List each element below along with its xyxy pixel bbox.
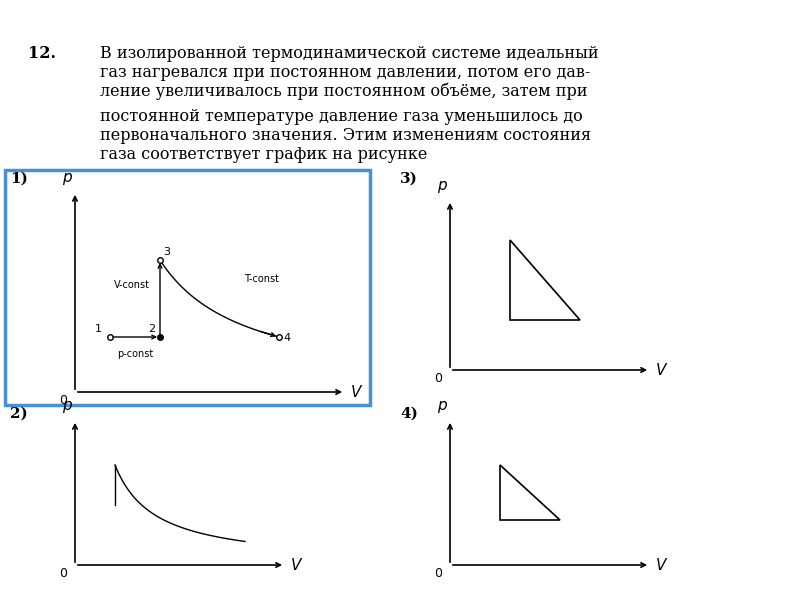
Bar [5,170,370,405]
Text: 0: 0 [59,394,67,407]
Text: p-const: p-const [117,349,153,359]
Text: $V$: $V$ [655,557,668,573]
Text: $V$: $V$ [290,557,303,573]
Text: 0: 0 [59,567,67,580]
Text: 3): 3) [400,172,418,186]
Text: 2): 2) [10,407,28,421]
Text: $V$: $V$ [655,362,668,378]
Text: 0: 0 [434,567,442,580]
Text: 1): 1) [10,172,28,186]
Text: $p$: $p$ [437,179,448,195]
Text: $p$: $p$ [62,399,73,415]
Text: первоначального значения. Этим изменениям состояния: первоначального значения. Этим изменения… [100,127,591,144]
Text: T-const: T-const [244,274,279,283]
Text: В изолированной термодинамической системе идеальный: В изолированной термодинамической систем… [100,45,598,62]
Text: постоянной температуре давление газа уменьшилось до: постоянной температуре давление газа уме… [100,108,582,125]
Text: ление увеличивалось при постоянном объёме, затем при: ление увеличивалось при постоянном объём… [100,83,587,100]
Text: 12.: 12. [28,45,56,62]
Text: V-const: V-const [114,280,150,290]
Text: газ нагревался при постоянном давлении, потом его дав-: газ нагревался при постоянном давлении, … [100,64,590,81]
Text: 0: 0 [434,372,442,385]
Text: $p$: $p$ [62,171,73,187]
Text: 4): 4) [400,407,418,421]
Text: 1: 1 [95,324,102,334]
Text: $p$: $p$ [437,399,448,415]
Text: 2: 2 [148,324,155,334]
Text: 3: 3 [163,247,170,257]
Text: газа соответствует график на рисунке: газа соответствует график на рисунке [100,146,427,163]
Text: 4: 4 [283,333,290,343]
Text: $V$: $V$ [350,384,363,400]
